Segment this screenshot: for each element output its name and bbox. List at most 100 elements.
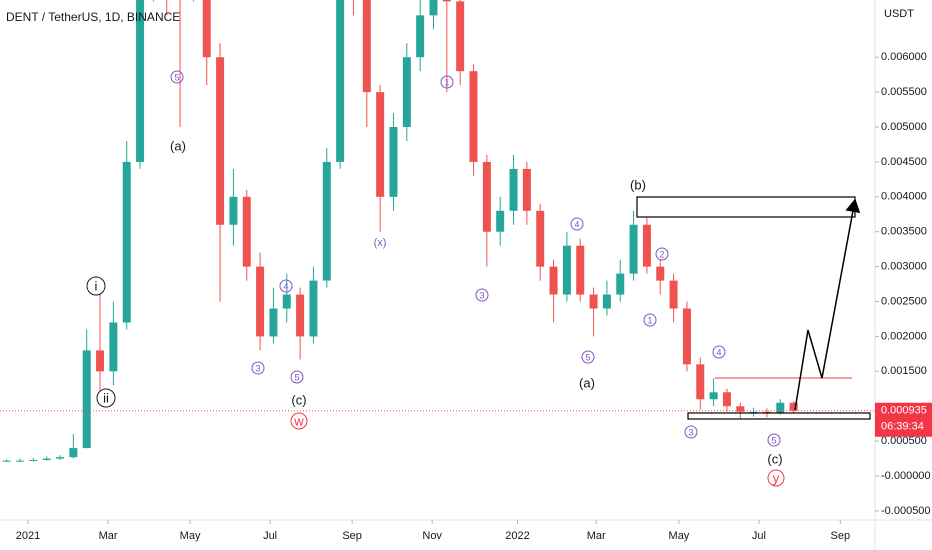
y-tick-label: 0.003500 — [881, 226, 927, 238]
wave-label: 5 — [294, 372, 299, 382]
candle-body — [362, 0, 371, 93]
candle-body — [682, 308, 691, 365]
y-tick-label: -0.000500 — [881, 505, 931, 517]
candle-body — [216, 57, 225, 225]
candle-body — [656, 266, 665, 281]
candle-body — [442, 0, 451, 2]
candle-body — [576, 245, 585, 295]
wave-circle — [643, 313, 657, 327]
wave-label: (c) — [767, 451, 782, 466]
wave-label: ii — [103, 390, 109, 405]
y-tick-label: 0.004000 — [881, 191, 927, 203]
candle-body — [309, 280, 318, 337]
wave-circle — [279, 279, 293, 293]
candle-body — [96, 350, 105, 372]
y-tick-label: 0.004500 — [881, 156, 927, 168]
candle-body — [722, 392, 731, 407]
candle-body — [16, 460, 25, 462]
candle-body — [29, 459, 38, 461]
candle-body — [402, 57, 411, 128]
candle-body — [709, 392, 718, 400]
chart-title: DENT / TetherUS, 1D, BINANCE — [6, 10, 180, 24]
wave-circle — [86, 276, 106, 296]
wave-label: 5 — [771, 435, 776, 445]
candle-body — [389, 127, 398, 197]
wave-circle — [290, 370, 304, 384]
wave-label: 4 — [574, 219, 579, 229]
x-tick-label: Nov — [422, 530, 442, 542]
candle-body — [202, 0, 211, 58]
candle-body — [669, 280, 678, 309]
candle-body — [629, 224, 638, 274]
candle-body — [469, 71, 478, 162]
y-tick-label: 0.003000 — [881, 261, 927, 273]
wave-circle — [96, 388, 116, 408]
candle-body — [616, 273, 625, 295]
wave-label: (b) — [630, 177, 646, 192]
wave-circle — [712, 345, 726, 359]
candle-body — [522, 168, 531, 211]
candle-body — [536, 210, 545, 267]
wave-label: 1 — [647, 315, 652, 325]
x-tick-label: May — [669, 530, 690, 542]
wave-label: 5 — [585, 352, 590, 362]
y-tick-label: 0.001500 — [881, 365, 927, 377]
candle-body — [589, 294, 598, 309]
candle-body — [549, 266, 558, 295]
candle-body — [336, 0, 345, 162]
support-box — [687, 412, 871, 420]
wave-label: 3 — [255, 363, 260, 373]
y-tick-label: 0.000500 — [881, 435, 927, 447]
x-tick-label: Jul — [752, 530, 766, 542]
candle-body — [69, 448, 78, 458]
axis-unit: USDT — [884, 8, 914, 20]
candle-body — [282, 294, 291, 309]
candle-body — [109, 322, 118, 372]
wave-label: (x) — [374, 237, 387, 249]
candle-body — [2, 460, 11, 462]
candle-body — [429, 0, 438, 16]
candle-body — [56, 457, 65, 459]
candle-body — [496, 210, 505, 232]
wave-circle — [655, 247, 669, 261]
y-tick-label: 0.005500 — [881, 86, 927, 98]
wave-circle — [767, 433, 781, 447]
candle-body — [122, 161, 131, 323]
candle-body — [269, 308, 278, 337]
projection-arrow — [794, 198, 861, 411]
candle-body — [736, 406, 745, 412]
wave-label: 4 — [283, 281, 288, 291]
y-tick-label: 0.005000 — [881, 121, 927, 133]
candle-body — [602, 294, 611, 309]
candle-body — [482, 161, 491, 232]
x-tick-label: Jul — [263, 530, 277, 542]
wave-circle — [170, 70, 184, 84]
target-box — [636, 196, 856, 218]
x-tick-label: Sep — [342, 530, 362, 542]
candle-body — [696, 364, 705, 400]
last-price-box — [875, 402, 932, 437]
candle-body — [376, 92, 385, 197]
wave-label: y — [773, 470, 780, 485]
candle-body — [296, 294, 305, 337]
wave-circle — [251, 361, 265, 375]
candle-body — [136, 0, 145, 162]
wave-circle — [440, 75, 454, 89]
y-tick-label: -0.000000 — [881, 470, 931, 482]
y-tick-label: 0.002500 — [881, 295, 927, 307]
candle-body — [82, 350, 91, 449]
candle-body — [322, 161, 331, 281]
x-tick-label: 2022 — [505, 530, 529, 542]
x-tick-label: Sep — [831, 530, 851, 542]
candle-body — [562, 245, 571, 295]
candle-body — [242, 196, 251, 267]
wave-label: i — [95, 278, 98, 293]
x-tick-label: May — [180, 530, 201, 542]
x-tick-label: Mar — [587, 530, 606, 542]
wave-label: (a) — [170, 138, 186, 153]
wave-label: 5 — [174, 72, 179, 82]
x-tick-label: 2021 — [16, 530, 40, 542]
wave-circle — [570, 217, 584, 231]
candle-body — [229, 196, 238, 225]
y-tick-label: 0.006000 — [881, 51, 927, 63]
